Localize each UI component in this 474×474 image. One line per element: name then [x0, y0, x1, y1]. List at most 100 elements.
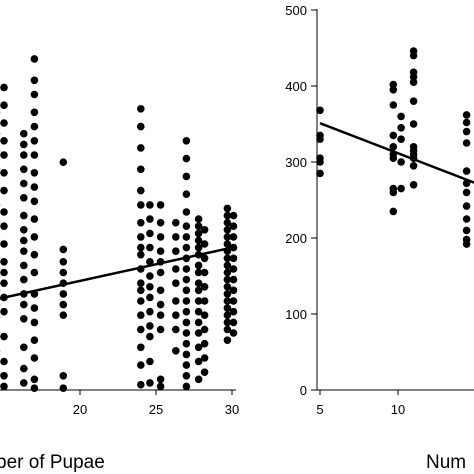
- left-data-point-13-2: [229, 307, 238, 316]
- left-data-point-1-0: [0, 382, 8, 391]
- left-data-point-1-8: [0, 258, 8, 266]
- left-data-point-7-11: [156, 201, 165, 209]
- left-data-point-5-2: [137, 343, 145, 352]
- left-data-point-8-0: [172, 347, 180, 355]
- left-data-point-12-1: [223, 325, 232, 334]
- left-data-point-3-18: [30, 90, 39, 99]
- left-data-point-7-1: [156, 375, 165, 384]
- left-data-point-4-7: [59, 258, 68, 266]
- left-data-point-12-9: [223, 268, 232, 277]
- left-data-point-2-13: [20, 179, 28, 188]
- left-data-point-10-15: [194, 222, 203, 230]
- left-data-point-2-9: [20, 236, 28, 245]
- left-data-point-9-3: [182, 350, 191, 359]
- left-data-point-11-1: [200, 354, 209, 362]
- left-data-point-12-4: [223, 304, 232, 312]
- left-data-point-3-2: [30, 354, 39, 362]
- left-data-point-2-11: [20, 211, 28, 220]
- right-data-point-4-1: [462, 235, 471, 244]
- left-data-point-13-7: [229, 254, 238, 263]
- left-data-point-11-4: [200, 311, 209, 320]
- left-data-point-11-3: [200, 325, 209, 334]
- right-data-point-3-6: [409, 120, 418, 128]
- left-data-point-12-13: [223, 240, 232, 248]
- left-data-point-2-7: [20, 261, 28, 270]
- left-data-point-2-6: [20, 275, 28, 284]
- left-data-point-3-16: [30, 122, 39, 131]
- left-data-point-12-16: [223, 218, 232, 227]
- left-data-point-8-8: [172, 218, 180, 227]
- left-data-point-4-0: [59, 384, 68, 393]
- left-data-point-2-3: [20, 315, 28, 323]
- right-data-point-4-5: [462, 188, 471, 197]
- right-data-point-1-8: [389, 86, 398, 94]
- right-data-point-4-2: [462, 226, 471, 235]
- left-data-point-9-8: [182, 297, 191, 305]
- right-data-point-4-10: [462, 118, 471, 127]
- left-data-point-5-4: [137, 311, 145, 320]
- left-data-point-1-14: [0, 151, 8, 159]
- left-data-point-13-0: [229, 329, 238, 337]
- left-data-point-3-3: [30, 336, 39, 345]
- left-data-point-8-7: [172, 233, 180, 241]
- left-data-point-6-7: [146, 272, 154, 280]
- left-data-point-1-16: [0, 119, 8, 127]
- left-data-point-5-5: [137, 297, 145, 305]
- left-data-point-5-12: [137, 218, 145, 227]
- right-data-point-1-2: [389, 184, 398, 193]
- left-data-point-13-8: [229, 243, 238, 252]
- left-data-point-7-6: [156, 268, 165, 277]
- left-plot: 20 25 30 ber of Pupae: [0, 55, 239, 473]
- left-data-point-1-6: [0, 279, 8, 288]
- left-data-point-13-6: [229, 265, 238, 273]
- left-data-point-4-2: [59, 311, 68, 320]
- left-data-point-1-10: [0, 222, 8, 230]
- left-data-point-12-8: [223, 275, 232, 284]
- left-data-point-1-18: [0, 83, 8, 92]
- right-data-point-3-7: [409, 97, 418, 105]
- right-x-axis-title: Num: [426, 452, 466, 473]
- left-data-point-5-1: [137, 361, 145, 369]
- right-data-points: [316, 47, 471, 248]
- left-data-point-3-1: [30, 375, 39, 384]
- left-data-point-10-10: [194, 261, 203, 270]
- right-data-point-4-4: [462, 202, 471, 210]
- left-data-point-4-1: [59, 372, 68, 380]
- right-plot: 0 100 200 300 400 500 5 10 Num: [285, 3, 474, 473]
- left-data-point-11-9: [200, 240, 209, 248]
- left-data-point-11-5: [200, 297, 209, 305]
- left-data-point-8-3: [172, 297, 180, 305]
- right-data-point-4-7: [462, 167, 471, 175]
- left-data-point-12-15: [223, 226, 232, 234]
- left-data-point-9-15: [182, 222, 191, 230]
- left-data-point-9-0: [182, 382, 191, 391]
- left-data-point-10-4: [194, 318, 203, 327]
- left-data-point-1-1: [0, 372, 8, 380]
- left-data-point-1-4: [0, 307, 8, 316]
- left-data-point-2-2: [20, 343, 28, 352]
- left-data-point-2-0: [20, 379, 28, 387]
- left-data-point-9-16: [182, 208, 191, 216]
- left-data-point-8-4: [172, 279, 180, 288]
- left-data-point-10-8: [194, 279, 203, 288]
- left-data-point-4-3: [59, 300, 68, 309]
- left-data-point-12-14: [223, 233, 232, 241]
- left-data-point-5-15: [137, 165, 145, 174]
- left-data-point-8-6: [172, 247, 180, 255]
- left-data-point-3-0: [30, 384, 39, 393]
- left-data-point-10-6: [194, 297, 203, 305]
- left-data-point-11-10: [200, 226, 209, 234]
- left-data-point-2-14: [20, 165, 28, 174]
- left-data-point-7-2: [156, 325, 165, 334]
- left-data-point-11-8: [200, 254, 209, 263]
- right-data-point-3-0: [409, 181, 418, 189]
- left-data-point-5-16: [137, 144, 145, 152]
- left-data-point-3-20: [30, 55, 39, 63]
- left-data-point-9-18: [182, 172, 191, 181]
- left-data-point-12-0: [223, 336, 232, 345]
- right-data-point-1-9: [389, 80, 398, 89]
- left-data-point-3-13: [30, 169, 39, 177]
- left-data-point-11-7: [200, 268, 209, 277]
- right-data-point-2-1: [397, 158, 405, 166]
